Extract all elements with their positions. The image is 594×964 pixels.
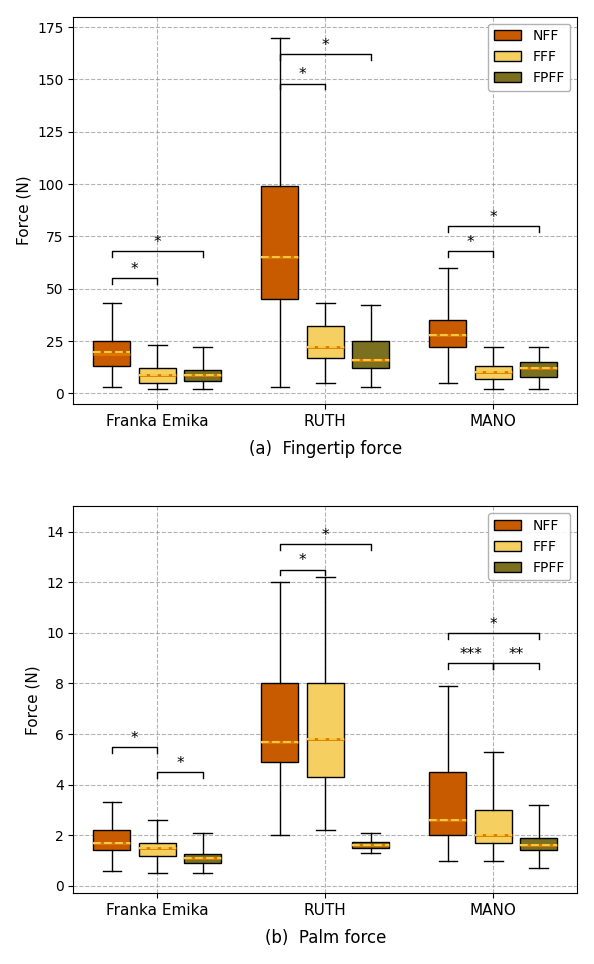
PathPatch shape bbox=[261, 186, 298, 299]
PathPatch shape bbox=[520, 362, 557, 377]
Legend: NFF, FFF, FPFF: NFF, FFF, FPFF bbox=[488, 23, 570, 91]
Text: *: * bbox=[321, 528, 329, 543]
Text: *: * bbox=[153, 235, 161, 250]
Text: ***: *** bbox=[459, 647, 482, 662]
Legend: NFF, FFF, FPFF: NFF, FFF, FPFF bbox=[488, 513, 570, 580]
Text: *: * bbox=[176, 756, 184, 771]
PathPatch shape bbox=[352, 341, 389, 368]
PathPatch shape bbox=[184, 370, 221, 381]
PathPatch shape bbox=[307, 683, 344, 777]
Text: *: * bbox=[299, 553, 307, 569]
Y-axis label: Force (N): Force (N) bbox=[26, 665, 40, 735]
Text: *: * bbox=[489, 210, 497, 225]
Text: *: * bbox=[467, 235, 475, 250]
PathPatch shape bbox=[93, 830, 131, 850]
X-axis label: (a)  Fingertip force: (a) Fingertip force bbox=[249, 440, 402, 458]
PathPatch shape bbox=[139, 843, 176, 855]
PathPatch shape bbox=[261, 683, 298, 762]
PathPatch shape bbox=[520, 838, 557, 850]
PathPatch shape bbox=[475, 810, 512, 843]
PathPatch shape bbox=[429, 320, 466, 347]
PathPatch shape bbox=[352, 842, 389, 848]
PathPatch shape bbox=[93, 341, 131, 366]
Text: *: * bbox=[489, 617, 497, 631]
PathPatch shape bbox=[307, 327, 344, 358]
PathPatch shape bbox=[429, 772, 466, 835]
PathPatch shape bbox=[139, 368, 176, 383]
PathPatch shape bbox=[475, 366, 512, 379]
X-axis label: (b)  Palm force: (b) Palm force bbox=[265, 929, 386, 948]
Text: *: * bbox=[321, 39, 329, 53]
PathPatch shape bbox=[184, 854, 221, 863]
Text: *: * bbox=[131, 731, 138, 745]
Text: **: ** bbox=[508, 647, 524, 662]
Text: *: * bbox=[299, 67, 307, 83]
Y-axis label: Force (N): Force (N) bbox=[17, 175, 31, 245]
Text: *: * bbox=[131, 262, 138, 277]
